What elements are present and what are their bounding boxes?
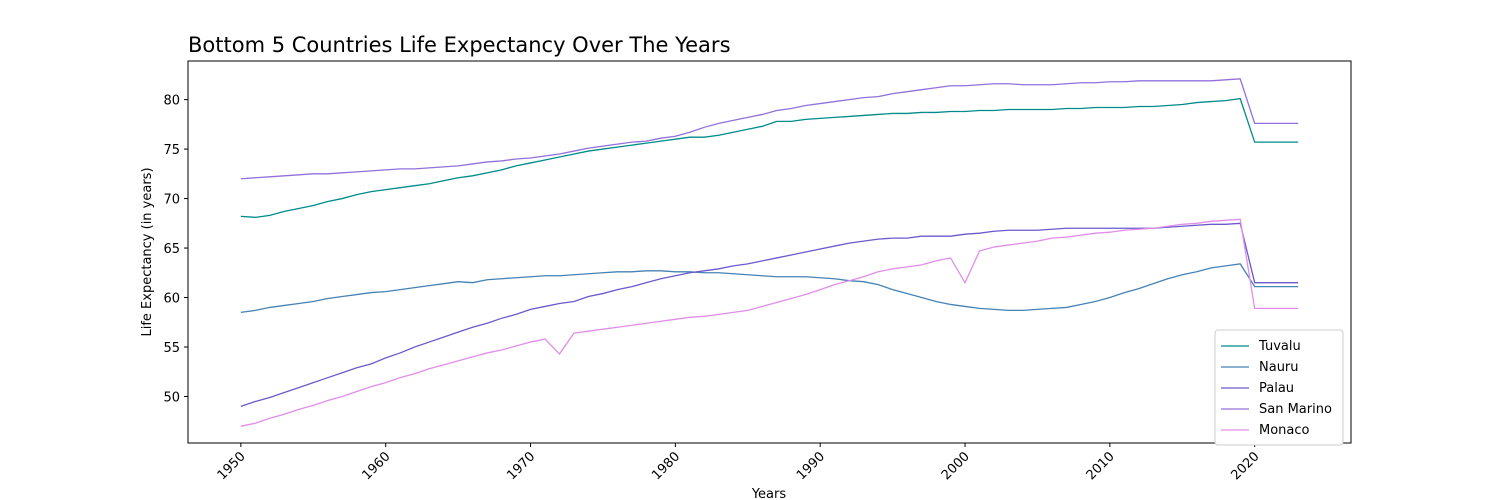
x-axis-label: Years bbox=[751, 487, 787, 500]
y-tick-label: 70 bbox=[163, 193, 180, 208]
x-tick-label: 1960 bbox=[360, 449, 394, 483]
y-tick-label: 50 bbox=[163, 390, 180, 405]
legend-label: Monaco bbox=[1259, 423, 1310, 438]
y-tick-label: 65 bbox=[163, 242, 180, 257]
x-tick-label: 1970 bbox=[504, 449, 538, 483]
series-line bbox=[240, 222, 1299, 407]
series-line bbox=[240, 263, 1299, 314]
legend-label: Tuvalu bbox=[1258, 339, 1301, 354]
legend-box bbox=[1214, 329, 1344, 446]
plot-frame bbox=[187, 60, 1352, 444]
x-tick-label: 2000 bbox=[939, 449, 973, 483]
series-line bbox=[240, 218, 1299, 427]
series-line bbox=[240, 78, 1299, 180]
x-tick-label: 2020 bbox=[1229, 449, 1263, 483]
y-tick-label: 60 bbox=[163, 292, 180, 307]
y-axis-label: Life Expectancy (in years) bbox=[140, 167, 155, 336]
y-tick-label: 75 bbox=[163, 143, 180, 158]
y-tick-label: 80 bbox=[163, 94, 180, 109]
x-tick-label: 2010 bbox=[1084, 449, 1118, 483]
legend: Tuvalu Nauru Palau San Marino Monaco bbox=[1214, 329, 1344, 446]
x-tick-label: 1950 bbox=[215, 449, 249, 483]
legend-label: Palau bbox=[1259, 381, 1294, 396]
legend-label: San Marino bbox=[1259, 402, 1332, 417]
x-tick-label: 1980 bbox=[649, 449, 683, 483]
chart-title: Bottom 5 Countries Life Expectancy Over … bbox=[188, 33, 731, 57]
series-line bbox=[240, 97, 1299, 219]
y-tick-label: 55 bbox=[163, 341, 180, 356]
legend-label: Nauru bbox=[1259, 360, 1299, 375]
x-tick-label: 1990 bbox=[794, 449, 828, 483]
